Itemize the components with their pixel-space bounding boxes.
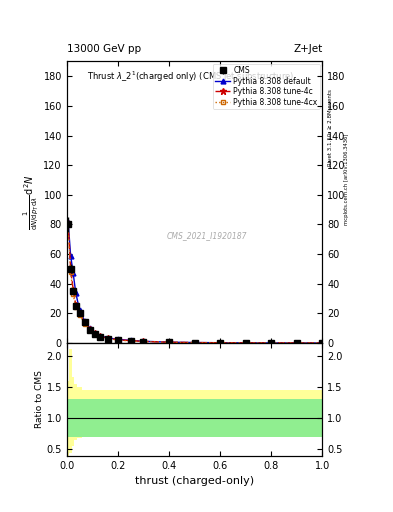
Text: CMS_2021_I1920187: CMS_2021_I1920187 <box>167 231 248 241</box>
Text: mcplots.cern.ch [arXiv:1306.3436]: mcplots.cern.ch [arXiv:1306.3436] <box>344 134 349 225</box>
Pythia 8.308 tune-4cx <box>105 335 110 342</box>
Pythia 8.308 default <box>129 337 133 344</box>
Pythia 8.308 default <box>73 290 78 296</box>
Pythia 8.308 default <box>269 340 274 346</box>
Pythia 8.308 tune-4c <box>68 266 73 272</box>
Pythia 8.308 tune-4c <box>243 340 248 346</box>
Pythia 8.308 tune-4cx <box>167 339 171 346</box>
Pythia 8.308 tune-4c <box>87 326 92 332</box>
Pythia 8.308 default <box>87 325 92 331</box>
Pythia 8.308 default <box>83 318 87 324</box>
Pythia 8.308 tune-4c <box>141 338 146 345</box>
Text: 13000 GeV pp: 13000 GeV pp <box>67 45 141 54</box>
Pythia 8.308 default <box>97 333 102 339</box>
Pythia 8.308 default <box>68 252 73 259</box>
Y-axis label: $\frac{1}{\mathrm{d}N/\mathrm{d}p_T\,\mathrm{d}\lambda}\,\mathrm{d}^2N$: $\frac{1}{\mathrm{d}N/\mathrm{d}p_T\,\ma… <box>21 175 40 230</box>
Legend: CMS, Pythia 8.308 default, Pythia 8.308 tune-4c, Pythia 8.308 tune-4cx: CMS, Pythia 8.308 default, Pythia 8.308 … <box>213 63 320 109</box>
Pythia 8.308 default <box>167 339 171 345</box>
Pythia 8.308 default <box>192 339 197 346</box>
Pythia 8.308 default <box>218 339 222 346</box>
Y-axis label: Ratio to CMS: Ratio to CMS <box>35 370 44 429</box>
Text: Z+Jet: Z+Jet <box>293 45 322 54</box>
Pythia 8.308 tune-4cx <box>218 339 222 346</box>
Pythia 8.308 tune-4cx <box>116 337 120 343</box>
Pythia 8.308 default <box>294 340 299 346</box>
Pythia 8.308 tune-4cx <box>141 338 146 345</box>
Pythia 8.308 tune-4cx <box>294 340 299 346</box>
Text: Rivet 3.1.10; ≥ 2.8M events: Rivet 3.1.10; ≥ 2.8M events <box>328 90 333 166</box>
Pythia 8.308 default <box>71 270 75 276</box>
Pythia 8.308 tune-4cx <box>77 312 82 318</box>
Pythia 8.308 tune-4cx <box>93 331 97 337</box>
Pythia 8.308 tune-4c <box>192 339 197 346</box>
Pythia 8.308 default <box>116 336 120 343</box>
Line: Pythia 8.308 tune-4cx: Pythia 8.308 tune-4cx <box>66 222 325 346</box>
Pythia 8.308 tune-4c <box>73 302 78 308</box>
Pythia 8.308 tune-4cx <box>97 334 102 340</box>
Pythia 8.308 tune-4c <box>83 319 87 325</box>
Pythia 8.308 tune-4cx <box>243 340 248 346</box>
Text: Thrust $\lambda\_2^1$(charged only) (CMS jet substructure): Thrust $\lambda\_2^1$(charged only) (CMS… <box>87 70 295 84</box>
Pythia 8.308 default <box>93 330 97 336</box>
X-axis label: thrust (charged-only): thrust (charged-only) <box>135 476 254 486</box>
Pythia 8.308 tune-4c <box>93 330 97 336</box>
Pythia 8.308 tune-4c <box>97 333 102 339</box>
Pythia 8.308 tune-4cx <box>83 321 87 327</box>
Line: Pythia 8.308 tune-4c: Pythia 8.308 tune-4c <box>65 220 325 346</box>
Pythia 8.308 tune-4cx <box>192 339 197 346</box>
Pythia 8.308 tune-4c <box>218 339 222 346</box>
Pythia 8.308 tune-4cx <box>320 340 325 346</box>
Pythia 8.308 tune-4c <box>71 287 75 293</box>
Pythia 8.308 tune-4c <box>66 220 70 226</box>
Pythia 8.308 tune-4c <box>129 337 133 344</box>
Pythia 8.308 tune-4cx <box>71 291 75 297</box>
Pythia 8.308 tune-4c <box>116 337 120 343</box>
Pythia 8.308 tune-4cx <box>68 269 73 275</box>
Pythia 8.308 tune-4cx <box>66 221 70 227</box>
Pythia 8.308 tune-4cx <box>129 338 133 344</box>
Pythia 8.308 default <box>141 338 146 345</box>
Pythia 8.308 default <box>66 219 70 225</box>
Pythia 8.308 tune-4cx <box>73 305 78 311</box>
Pythia 8.308 tune-4cx <box>269 340 274 346</box>
Pythia 8.308 tune-4c <box>77 310 82 316</box>
Pythia 8.308 default <box>105 335 110 341</box>
Pythia 8.308 tune-4c <box>320 340 325 346</box>
Pythia 8.308 tune-4c <box>105 335 110 342</box>
Pythia 8.308 tune-4c <box>294 340 299 346</box>
Pythia 8.308 default <box>77 307 82 313</box>
Pythia 8.308 tune-4c <box>167 339 171 345</box>
Pythia 8.308 default <box>243 340 248 346</box>
Pythia 8.308 tune-4c <box>269 340 274 346</box>
Line: Pythia 8.308 default: Pythia 8.308 default <box>66 219 325 346</box>
Pythia 8.308 default <box>320 340 325 346</box>
Pythia 8.308 tune-4cx <box>87 327 92 333</box>
